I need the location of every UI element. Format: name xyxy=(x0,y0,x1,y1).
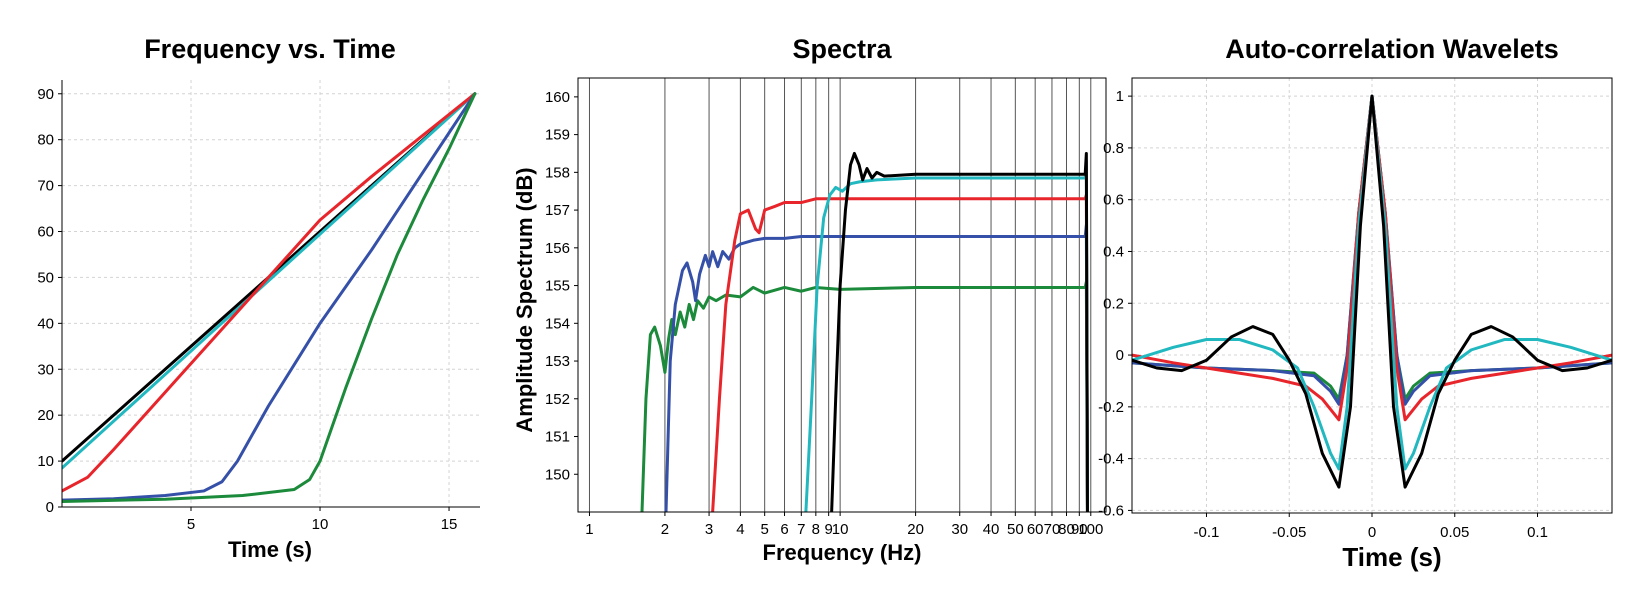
y-tick-label: 157 xyxy=(545,202,570,219)
y-tick-label: 159 xyxy=(545,127,570,144)
x-tick-label: 30 xyxy=(951,521,968,538)
x-tick-label: 20 xyxy=(907,521,924,538)
series-line-2 xyxy=(62,92,477,493)
y-tick-label: 0.8 xyxy=(1103,140,1124,157)
chart-title: Frequency vs. Time xyxy=(144,34,396,64)
x-tick-label: 9 xyxy=(824,521,832,538)
series-line-2 xyxy=(711,193,1089,512)
y-tick-label: -0.4 xyxy=(1098,451,1124,468)
y-tick-label: 80 xyxy=(37,132,54,149)
x-tick-label: 60 xyxy=(1027,521,1044,538)
series-line-4 xyxy=(830,151,1089,512)
chart-auto-correlation-wavelets: Auto-correlation Wavelets -0.1 -0.05 0 0.05… xyxy=(1098,34,1613,572)
x-tick-label: 4 xyxy=(736,521,744,538)
x-tick-label: 10 xyxy=(832,521,849,538)
chart-title: Spectra xyxy=(792,34,892,64)
y-tick-label: 50 xyxy=(37,269,54,286)
y-tick-label: 30 xyxy=(37,361,54,378)
x-tick-label: 5 xyxy=(187,516,195,533)
y-tick-label: 0 xyxy=(46,499,54,516)
y-tick-label: 20 xyxy=(37,407,54,424)
y-tick-label: 70 xyxy=(37,178,54,195)
x-tick-label: 10 xyxy=(312,516,329,533)
series-line-4 xyxy=(62,92,477,503)
axes: 5 10 15 0 10 20 30 40 50 60 70 80 90 xyxy=(37,80,480,533)
x-tick-label: 50 xyxy=(1007,521,1024,538)
y-tick-label: 40 xyxy=(37,315,54,332)
y-tick-label: 1 xyxy=(1116,88,1124,105)
y-tick-label: 60 xyxy=(37,224,54,241)
x-tick-label: 0.1 xyxy=(1527,524,1548,541)
series-line-4 xyxy=(1132,94,1612,489)
x-tick-label: 40 xyxy=(983,521,1000,538)
y-axis-label: Amplitude Spectrum (dB) xyxy=(512,167,537,432)
y-tick-label: -0.6 xyxy=(1098,502,1124,519)
y-tick-label: 158 xyxy=(545,164,570,181)
y-tick-label: 10 xyxy=(37,453,54,470)
axes: -0.1 -0.05 0 0.05 0.1 -0.6 -0.4 -0.2 0 0.2 0.4 0.6 0… xyxy=(1098,77,1613,541)
series-line-1 xyxy=(664,223,1089,512)
y-tick-label: 155 xyxy=(545,278,570,295)
series-line-1 xyxy=(62,92,477,470)
grid xyxy=(1132,78,1612,513)
y-tick-label: 156 xyxy=(545,240,570,257)
plot-frame xyxy=(577,77,1107,513)
x-axis-label: Frequency (Hz) xyxy=(763,540,922,565)
y-tick-label: 152 xyxy=(545,391,570,408)
y-tick-label: 153 xyxy=(545,353,570,370)
y-tick-label: 0 xyxy=(1116,347,1124,364)
x-axis-label: Time (s) xyxy=(1342,542,1441,572)
x-axis-label: Time (s) xyxy=(228,537,312,562)
x-tick-label: 1 xyxy=(585,521,593,538)
x-tick-label: 100 xyxy=(1078,521,1103,538)
x-tick-label: -0.1 xyxy=(1194,524,1220,541)
x-tick-label: 3 xyxy=(705,521,713,538)
y-tick-label: 160 xyxy=(545,89,570,106)
series-layer xyxy=(640,151,1089,512)
y-tick-label: 0.2 xyxy=(1103,295,1124,312)
series-layer xyxy=(62,92,477,503)
series-line-0 xyxy=(640,280,1089,512)
x-tick-label: 0 xyxy=(1368,524,1376,541)
y-tick-label: 90 xyxy=(37,86,54,103)
series-line-3 xyxy=(62,92,477,502)
x-tick-label: 6 xyxy=(780,521,788,538)
x-tick-label: -0.05 xyxy=(1272,524,1306,541)
x-tick-label: 2 xyxy=(661,521,669,538)
chart-title: Auto-correlation Wavelets xyxy=(1225,34,1559,64)
y-tick-label: 150 xyxy=(545,466,570,483)
x-tick-label: 7 xyxy=(797,521,805,538)
y-tick-label: 0.4 xyxy=(1103,243,1124,260)
x-tick-label: 5 xyxy=(761,521,769,538)
x-tick-label: 15 xyxy=(441,516,458,533)
y-tick-label: 151 xyxy=(545,429,570,446)
x-tick-label: 8 xyxy=(812,521,820,538)
x-tick-label: 90 xyxy=(1071,521,1088,538)
series-layer xyxy=(1132,94,1612,489)
grid xyxy=(588,78,1092,512)
y-tick-label: -0.2 xyxy=(1098,399,1124,416)
y-tick-label: 154 xyxy=(545,315,570,332)
series-line-1 xyxy=(1132,94,1612,406)
x-tick-label: 80 xyxy=(1058,521,1075,538)
y-tick-label: 0.6 xyxy=(1103,192,1124,209)
x-tick-label: 0.05 xyxy=(1440,524,1469,541)
series-line-3 xyxy=(804,159,1089,512)
x-tick-label: 70 xyxy=(1044,521,1061,538)
chart-frequency-vs-time: Frequency vs. Time 5 10 15 0 10 20 30 40 50 60 70 8… xyxy=(37,34,480,562)
